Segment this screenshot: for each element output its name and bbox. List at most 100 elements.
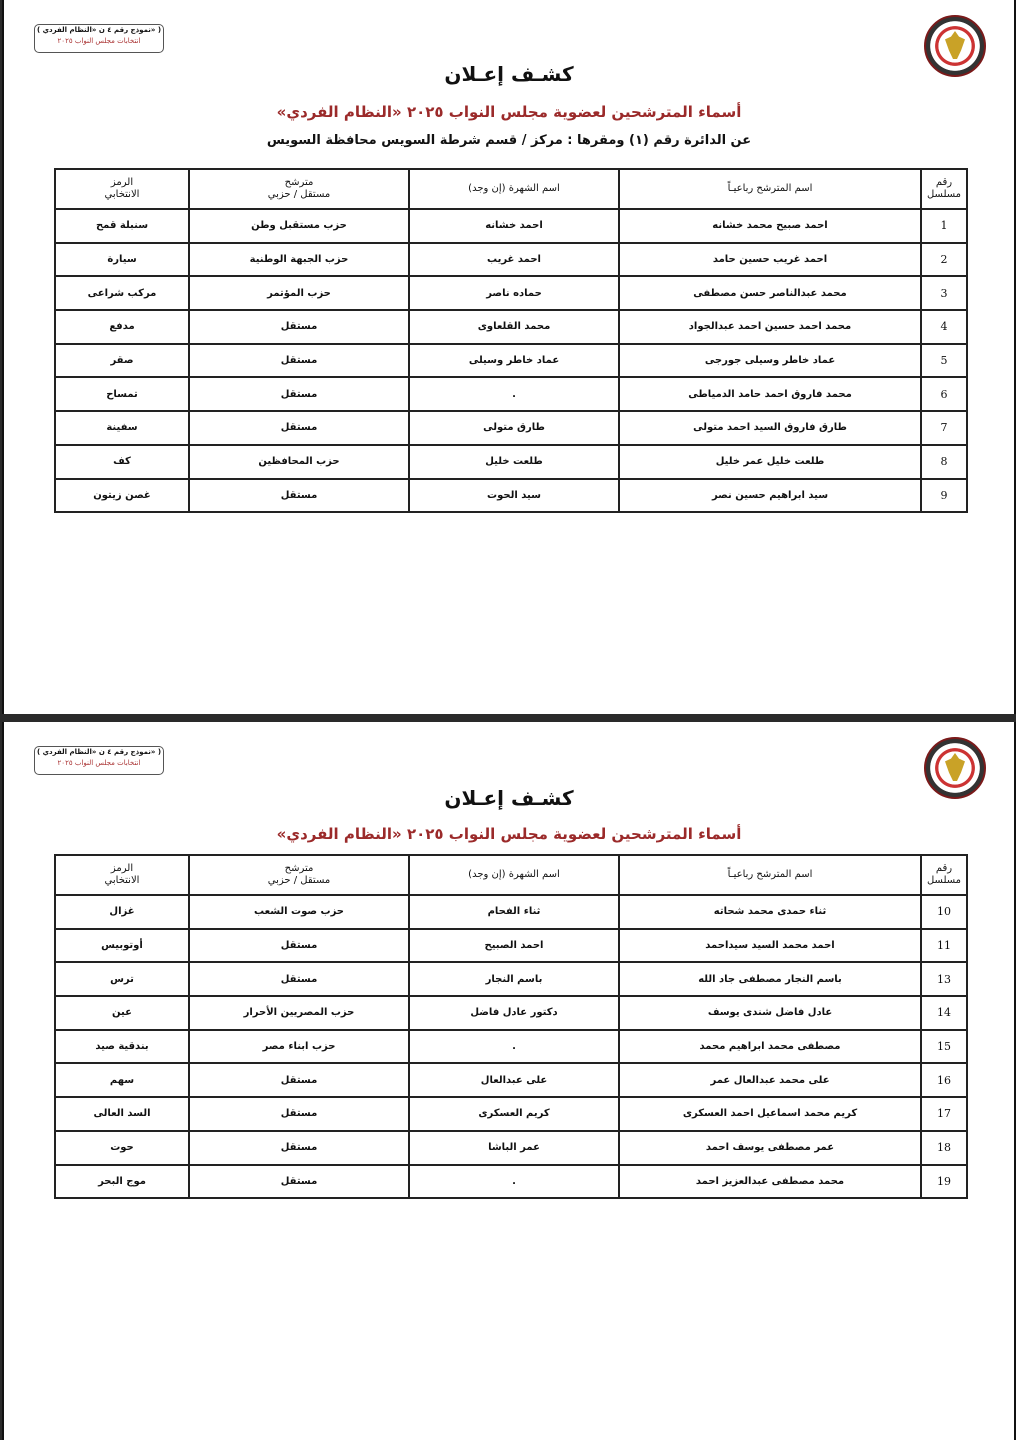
affiliation-cell: مستقل — [188, 410, 410, 446]
electoral-symbol-cell: مدفع — [54, 309, 190, 345]
header-text: اسم المترشح رباعيـاً — [727, 869, 813, 880]
affiliation-cell: مستقل — [188, 1062, 410, 1099]
electoral-symbol-cell: تمساح — [54, 376, 190, 413]
document-page-2: ( نموذج رقم ٤ ن «النظام الفردي» ) انتخاب… — [2, 722, 1016, 1440]
candidates-table-2: رقم مسلسل اسم المترشح رباعيـاً اسم الشهرة (… — [54, 854, 968, 1200]
serial-number-cell: 3 — [920, 275, 968, 312]
candidate-name-cell: احمد محمد السيد سيداحمد — [618, 927, 922, 964]
table-row: 8 طلعت خليل عمر خليل طلعت خليل حزب المحافظي… — [54, 443, 968, 480]
header-text: اسم الشهرة (إن وجد) — [468, 869, 560, 880]
candidate-name-cell: محمد احمد حسين احمد عبدالجواد — [618, 309, 922, 345]
header-text: الانتخابي — [104, 875, 140, 886]
affiliation-cell: حزب المؤتمر — [188, 275, 410, 312]
serial-number-cell: 13 — [920, 961, 968, 998]
candidate-name-cell: عادل فاضل شندى يوسف — [618, 995, 922, 1031]
nickname-cell: طارق متولى — [408, 410, 620, 446]
column-header-serial-number: رقم مسلسل — [920, 168, 968, 210]
serial-number-cell: 17 — [920, 1096, 968, 1132]
table-row: 1 احمد صبيح محمد خشانه احمد خشانه حزب مستقب… — [54, 208, 968, 244]
affiliation-cell: مستقل — [188, 1096, 410, 1132]
affiliation-cell: مستقل — [188, 477, 410, 514]
candidate-name-cell: محمد عبدالناصر حسن مصطفى — [618, 275, 922, 312]
nickname-cell: طلعت خليل — [408, 443, 620, 480]
serial-number-cell: 4 — [920, 309, 968, 345]
column-header-candidate-name: اسم المترشح رباعيـاً — [618, 168, 922, 210]
affiliation-cell: حزب الجبهة الوطنية — [188, 241, 410, 278]
table-row: 19 محمد مصطفى عبدالعزيز احمد. مستقل موج الب… — [54, 1163, 968, 1200]
serial-number-cell: 19 — [920, 1163, 968, 1200]
nickname-cell: . — [408, 1028, 620, 1065]
candidate-name-cell: على محمد عبدالعال عمر — [618, 1062, 922, 1099]
nickname-cell: كريم العسكرى — [408, 1096, 620, 1132]
table-row: 7 طارق فاروق السيد احمد متولى طارق متولى مس… — [54, 410, 968, 446]
serial-number-cell: 5 — [920, 342, 968, 379]
serial-number-cell: 18 — [920, 1129, 968, 1166]
document-title: كشـف إعـلان — [444, 62, 574, 86]
header-text: مستقل / حزبي — [267, 875, 331, 886]
affiliation-cell: مستقل — [188, 927, 410, 964]
table-row: 3 محمد عبدالناصر حسن مصطفى حماده ناصر حزب ا… — [54, 275, 968, 312]
header-text: اسم المترشح رباعيـاً — [727, 183, 813, 194]
candidate-name-cell: احمد صبيح محمد خشانه — [618, 208, 922, 244]
serial-number-cell: 1 — [920, 208, 968, 244]
candidate-name-cell: مصطفى محمد ابراهيم محمد — [618, 1028, 922, 1065]
document-page-1: ( نموذج رقم ٤ ن «النظام الفردي» ) انتخاب… — [2, 0, 1016, 714]
electoral-symbol-cell: كف — [54, 443, 190, 480]
candidate-name-cell: سيد ابراهيم حسين نصر — [618, 477, 922, 514]
table-row: 13 باسم النجار مصطفى جاد الله باسم النجار م… — [54, 961, 968, 998]
serial-number-cell: 8 — [920, 443, 968, 480]
header-text: مسلسل — [926, 875, 962, 886]
electoral-symbol-cell: أوتوبيس — [54, 927, 190, 964]
candidate-name-cell: باسم النجار مصطفى جاد الله — [618, 961, 922, 998]
column-header-electoral-symbol: الرمز الانتخابي — [54, 168, 190, 210]
electoral-symbol-cell: مركب شراعى — [54, 275, 190, 312]
column-header-electoral-symbol: الرمز الانتخابي — [54, 854, 190, 896]
serial-number-cell: 16 — [920, 1062, 968, 1099]
affiliation-cell: حزب مستقبل وطن — [188, 208, 410, 244]
table-row: 15 مصطفى محمد ابراهيم محمد. حزب ابناء مصر ب… — [54, 1028, 968, 1065]
header-text: مترشح — [284, 863, 314, 874]
serial-number-cell: 9 — [920, 477, 968, 514]
column-header-affiliation: مترشح مستقل / حزبي — [188, 168, 410, 210]
electoral-symbol-cell: ترس — [54, 961, 190, 998]
electoral-symbol-cell: حوت — [54, 1129, 190, 1166]
candidate-name-cell: كريم محمد اسماعيل احمد العسكرى — [618, 1096, 922, 1132]
nickname-cell: . — [408, 376, 620, 413]
document-subtitle: أسماء المترشحين لعضوية مجلس النواب ٢٠٢٥ … — [276, 103, 742, 121]
candidate-name-cell: عماد خاطر وسيلى جورجى — [618, 342, 922, 379]
header-text: اسم الشهرة (إن وجد) — [468, 183, 560, 194]
form-stamp: ( نموذج رقم ٤ ن «النظام الفردي» ) انتخاب… — [34, 24, 164, 53]
candidate-name-cell: محمد مصطفى عبدالعزيز احمد — [618, 1163, 922, 1200]
table-row: 11 احمد محمد السيد سيداحمد احمد الصبيح مستق… — [54, 927, 968, 964]
stamp-line-1: ( نموذج رقم ٤ ن «النظام الفردي» ) — [36, 748, 162, 756]
nickname-cell: على عبدالعال — [408, 1062, 620, 1099]
candidate-name-cell: احمد غريب حسين حامد — [618, 241, 922, 278]
candidate-name-cell: محمد فاروق احمد حامد الدمياطى — [618, 376, 922, 413]
table-row: 14 عادل فاضل شندى يوسف دكتور عادل فاضل حزب … — [54, 995, 968, 1031]
stamp-line-2: انتخابات مجلس النواب ٢٠٢٥ — [57, 759, 141, 767]
column-header-nickname: اسم الشهرة (إن وجد) — [408, 854, 620, 896]
affiliation-cell: مستقل — [188, 342, 410, 379]
header-text: الانتخابي — [104, 189, 140, 200]
header-text: مستقل / حزبي — [267, 189, 331, 200]
table-row: 5 عماد خاطر وسيلى جورجى عماد خاطر وسيلى مست… — [54, 342, 968, 379]
stamp-line-2: انتخابات مجلس النواب ٢٠٢٥ — [57, 37, 141, 45]
column-header-nickname: اسم الشهرة (إن وجد) — [408, 168, 620, 210]
nickname-cell: سيد الحوت — [408, 477, 620, 514]
column-header-serial-number: رقم مسلسل — [920, 854, 968, 896]
header-text: مسلسل — [926, 189, 962, 200]
serial-number-cell: 2 — [920, 241, 968, 278]
table-row: 2 احمد غريب حسين حامد احمد غريب حزب الجبهة … — [54, 241, 968, 278]
district-info: عن الدائرة رقم (١) ومقرها : مركز / قسم ش… — [266, 133, 752, 148]
header-row: رقم مسلسل اسم المترشح رباعيـاً اسم الشهرة (… — [54, 854, 968, 896]
electoral-symbol-cell: سفينة — [54, 410, 190, 446]
electoral-symbol-cell: عين — [54, 995, 190, 1031]
table-row: 18 عمر مصطفى يوسف احمد عمر الباشا مستقل حوت — [54, 1129, 968, 1166]
header-text: الرمز — [110, 177, 134, 188]
serial-number-cell: 14 — [920, 995, 968, 1031]
nickname-cell: ثناء الفحام — [408, 894, 620, 930]
affiliation-cell: حزب المحافظين — [188, 443, 410, 480]
nickname-cell: باسم النجار — [408, 961, 620, 998]
affiliation-cell: مستقل — [188, 1129, 410, 1166]
form-stamp: ( نموذج رقم ٤ ن «النظام الفردي» ) انتخاب… — [34, 746, 164, 775]
